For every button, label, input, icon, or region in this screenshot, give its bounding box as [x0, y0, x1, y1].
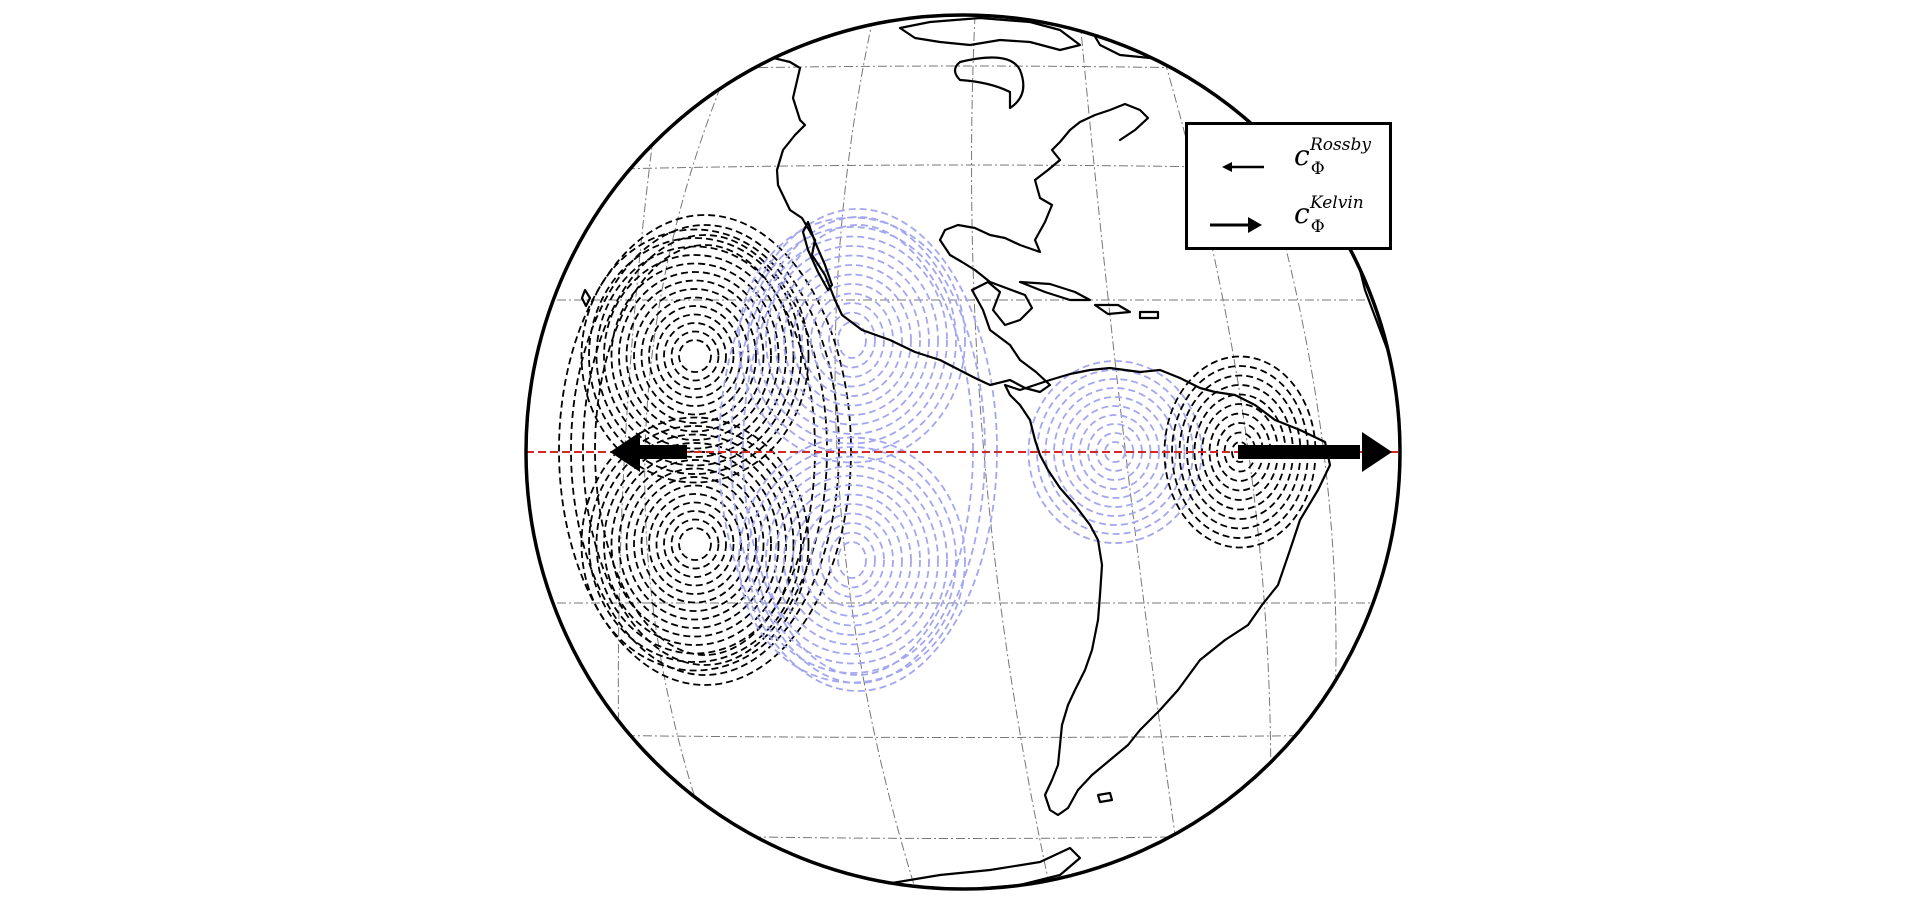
- contour-line: [655, 313, 735, 399]
- legend-entry-rossby: cΦ Rossby: [1188, 135, 1389, 187]
- coast-puerto-rico: [1138, 310, 1160, 320]
- contour-line: [792, 273, 912, 407]
- globe-outline: [524, 13, 1402, 891]
- coast-north-america: [718, 43, 1150, 394]
- contour-line: [595, 433, 795, 655]
- contour-line: [765, 465, 939, 655]
- contour-line: [1070, 405, 1160, 499]
- legend: cΦ Rossby cΦ Kelvin: [1185, 122, 1392, 250]
- contour-line: [580, 416, 810, 672]
- coast-south-america: [1003, 366, 1332, 817]
- legend-entry-kelvin: cΦ Kelvin: [1188, 193, 1389, 245]
- coast-greenland: [1088, 26, 1162, 60]
- contour-line: [594, 244, 816, 656]
- coast-baja: [801, 220, 834, 292]
- contour-line: [678, 339, 712, 373]
- contour-line: [558, 214, 852, 686]
- contour-line: [742, 224, 974, 676]
- contour-line: [801, 503, 903, 617]
- contour-line: [783, 484, 921, 636]
- contour-line: [756, 235, 948, 445]
- coast-cuba: [1018, 280, 1092, 302]
- contour-line: [792, 493, 912, 627]
- contour-line: [648, 493, 742, 595]
- contour-line: [718, 208, 998, 692]
- coast-africa: [1353, 248, 1400, 472]
- contour-line: [678, 527, 712, 561]
- contour-line: [828, 311, 876, 369]
- coast-hudson: [953, 56, 1025, 110]
- contour-line: [603, 254, 787, 458]
- contour-line: [670, 330, 720, 382]
- coast-hawaii: [580, 288, 592, 308]
- contour-line: [618, 271, 772, 441]
- contour-line: [774, 474, 930, 646]
- contour-line: [765, 245, 939, 435]
- contour-line: [618, 459, 772, 629]
- contour-line: [747, 226, 957, 454]
- contour-line: [633, 288, 757, 424]
- contour-line: [625, 279, 765, 433]
- contour-line: [633, 476, 757, 612]
- contour-line: [738, 216, 966, 464]
- contour-line: [625, 467, 765, 621]
- positive-contours-pacific: [718, 208, 998, 692]
- kelvin-arrow: [1238, 432, 1392, 472]
- contour-line: [648, 305, 742, 407]
- contour-line: [738, 436, 966, 684]
- small-left-arrow-icon: [1222, 162, 1264, 172]
- contour-line: [1104, 441, 1126, 463]
- contour-line: [810, 292, 894, 388]
- coast-hispaniola: [1093, 303, 1132, 316]
- contour-line: [663, 510, 727, 578]
- contour-line: [783, 264, 921, 416]
- contour-line: [819, 302, 885, 378]
- globe-interior: [526, 15, 1400, 889]
- contour-line: [670, 518, 720, 570]
- contour-line: [610, 450, 780, 638]
- legend-label-rossby: cΦ Rossby: [1294, 135, 1371, 179]
- contour-line: [810, 512, 894, 608]
- contour-line: [756, 455, 948, 665]
- contour-line: [663, 322, 727, 390]
- contour-line: [603, 442, 787, 646]
- contour-line: [774, 254, 930, 426]
- contour-line: [570, 224, 840, 676]
- legend-label-kelvin: cΦ Kelvin: [1294, 193, 1364, 237]
- coast-falklands: [1096, 791, 1114, 804]
- coast-arctic: [898, 16, 1082, 52]
- contour-line: [837, 541, 867, 579]
- contour-line: [588, 237, 802, 475]
- contour-line: [747, 446, 957, 674]
- contour-line: [588, 425, 802, 663]
- contour-line: [655, 501, 735, 587]
- contour-line: [580, 228, 810, 484]
- contour-line: [610, 262, 780, 450]
- contour-line: [828, 531, 876, 589]
- rossby-arrow: [610, 432, 687, 472]
- contour-line: [837, 321, 867, 359]
- contour-line: [730, 216, 986, 684]
- right-arrow-icon: [1210, 217, 1262, 233]
- contour-line: [801, 283, 903, 397]
- negative-contours-pacific: [558, 214, 852, 686]
- coast-antarctica: [878, 846, 1082, 889]
- contour-line: [819, 522, 885, 598]
